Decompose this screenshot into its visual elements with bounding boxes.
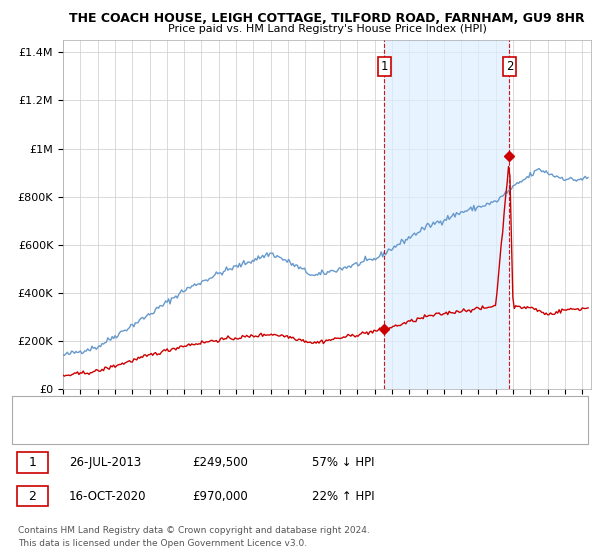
Text: 2: 2 xyxy=(506,60,513,73)
Text: 26-JUL-2013: 26-JUL-2013 xyxy=(69,456,141,469)
Text: Contains HM Land Registry data © Crown copyright and database right 2024.: Contains HM Land Registry data © Crown c… xyxy=(18,526,370,535)
Bar xyxy=(385,40,509,389)
Text: 22% ↑ HPI: 22% ↑ HPI xyxy=(312,489,374,503)
Text: This data is licensed under the Open Government Licence v3.0.: This data is licensed under the Open Gov… xyxy=(18,539,307,548)
Text: THE COACH HOUSE, LEIGH COTTAGE, TILFORD ROAD, FARNHAM, GU9 8HR: THE COACH HOUSE, LEIGH COTTAGE, TILFORD … xyxy=(69,12,585,25)
Text: THE COACH HOUSE, LEIGH COTTAGE, TILFORD ROAD, FARNHAM, GU9 8HR (detached ho: THE COACH HOUSE, LEIGH COTTAGE, TILFORD … xyxy=(60,404,519,414)
Text: £970,000: £970,000 xyxy=(192,489,248,503)
Text: 1: 1 xyxy=(28,456,37,469)
Text: 2: 2 xyxy=(28,489,37,503)
Text: 16-OCT-2020: 16-OCT-2020 xyxy=(69,489,146,503)
Text: 57% ↓ HPI: 57% ↓ HPI xyxy=(312,456,374,469)
Text: £249,500: £249,500 xyxy=(192,456,248,469)
Text: HPI: Average price, detached house, Waverley: HPI: Average price, detached house, Wave… xyxy=(60,425,301,435)
Text: 1: 1 xyxy=(381,60,388,73)
Text: Price paid vs. HM Land Registry's House Price Index (HPI): Price paid vs. HM Land Registry's House … xyxy=(167,24,487,34)
